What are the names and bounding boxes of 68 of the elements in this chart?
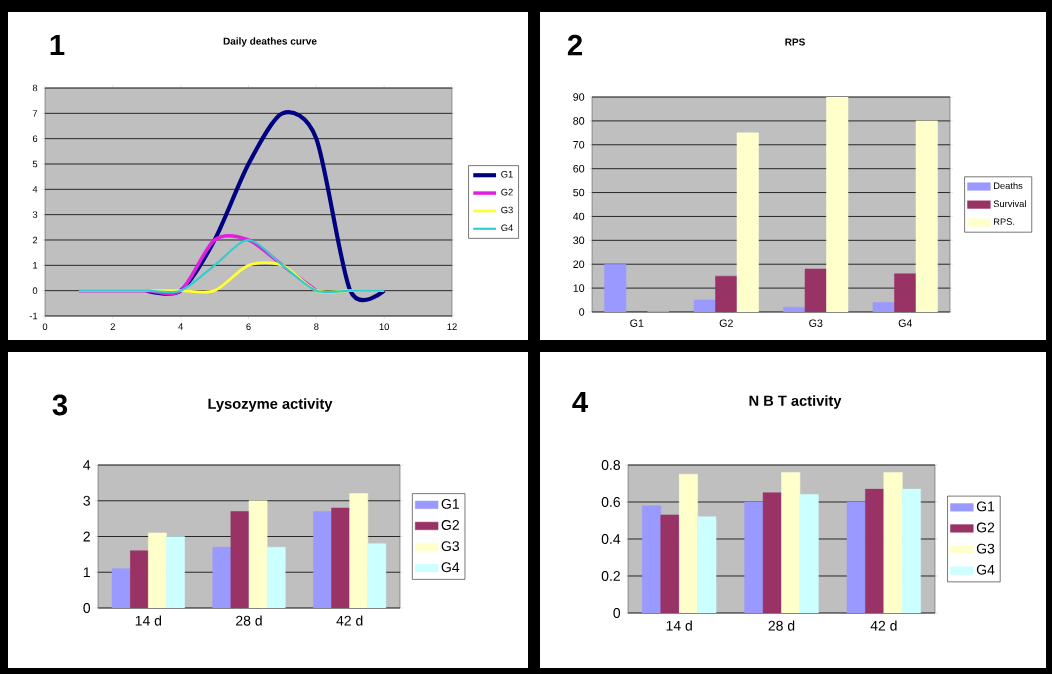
y-tick-label: 1	[33, 262, 38, 269]
y-tick-label: 0.4	[601, 534, 621, 544]
x-tick-label: G4	[898, 319, 913, 327]
x-tick-label: G2	[719, 319, 733, 327]
legend-label: G3	[501, 206, 513, 214]
y-tick-label: 10	[573, 284, 585, 292]
x-tick-label: 14 d	[666, 620, 692, 631]
y-tick-label: 3	[32, 211, 38, 218]
x-tick-label: 42 d	[336, 615, 363, 626]
x-tick-label: 14 d	[135, 615, 162, 626]
y-tick-label: 0.6	[601, 497, 621, 507]
y-tick-label: 4	[83, 460, 91, 470]
y-tick-label: 8	[32, 84, 38, 92]
x-tick-label: 28 d	[768, 620, 795, 631]
y-tick-label: 0	[613, 608, 621, 618]
chart-title: N B T activity	[749, 395, 842, 409]
legend-label: G1	[501, 170, 513, 178]
x-tick-label: 8	[314, 323, 319, 330]
text: 3	[52, 394, 68, 416]
chart-title: Lysozyme activity	[208, 398, 333, 412]
y-tick-label: 90	[573, 93, 585, 101]
legend-label: G1	[976, 501, 995, 512]
legend-label: G2	[441, 520, 459, 530]
legend-label: RPS.	[994, 218, 1015, 225]
y-tick-label: 20	[573, 260, 585, 268]
text: 1	[50, 34, 65, 56]
legend-label: Deaths	[994, 182, 1023, 189]
x-tick-label: 28 d	[236, 615, 262, 626]
y-tick-label: 40	[573, 212, 585, 221]
y-tick-label: 0	[83, 603, 91, 613]
legend-label: G2	[501, 188, 513, 196]
x-tick-label: 12	[447, 323, 457, 330]
y-tick-label: 2	[83, 531, 90, 542]
legend-label: Survival	[993, 200, 1026, 208]
y-tick-label: 0.2	[601, 571, 620, 581]
x-tick-label: 6	[246, 323, 251, 330]
x-tick-label: 10	[379, 323, 389, 330]
y-tick-label: 30	[573, 236, 585, 245]
y-tick-label: 1	[83, 567, 90, 578]
y-tick-label: 6	[32, 135, 38, 142]
x-tick-label: 0	[42, 323, 48, 330]
y-tick-label: 0.8	[601, 460, 621, 470]
y-tick-label: 0	[32, 287, 38, 294]
x-tick-label: 42 d	[870, 620, 897, 631]
y-tick-label: 3	[83, 495, 91, 506]
y-tick-label: 70	[573, 141, 585, 149]
x-tick-label: G3	[809, 319, 823, 327]
legend-label: G3	[976, 543, 995, 554]
chart-title: Daily deathes curve	[223, 37, 317, 47]
legend-label: G4	[976, 564, 995, 575]
x-tick-label: 4	[178, 323, 183, 330]
y-tick-label: 0	[579, 308, 585, 316]
chart-title: RPS	[785, 38, 805, 46]
legend-label: G2	[976, 522, 995, 533]
x-tick-label: 2	[110, 323, 115, 330]
y-tick-label: 5	[32, 160, 38, 168]
y-tick-label: 60	[573, 164, 585, 173]
y-tick-label: 80	[573, 117, 585, 125]
legend-label: G4	[441, 562, 460, 573]
legend-label: G3	[441, 541, 460, 552]
y-tick-label: -1	[29, 312, 38, 320]
legend-label: G1	[441, 498, 459, 509]
y-tick-label: 4	[32, 186, 38, 193]
legend-label: G4	[501, 224, 513, 232]
x-tick-label: G1	[630, 319, 644, 327]
y-tick-label: 2	[32, 236, 38, 244]
y-tick-label: 7	[32, 110, 38, 117]
y-tick-label: 50	[573, 188, 585, 197]
